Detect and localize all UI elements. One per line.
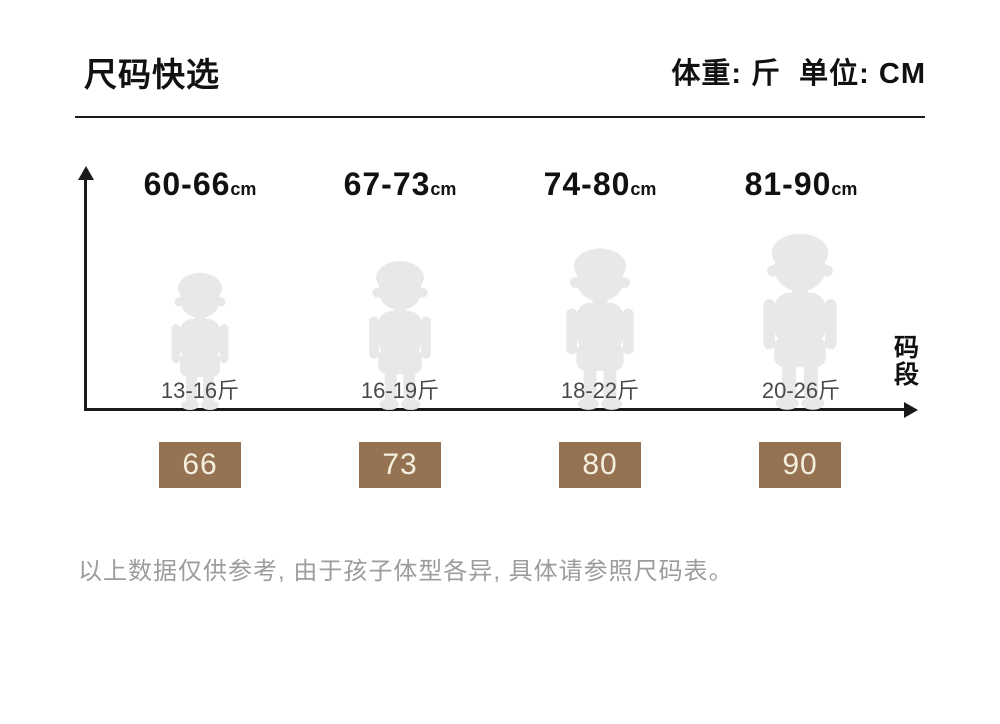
footnote: 以上数据仅供参考, 由于孩子体型各异, 具体请参照尺码表。 (78, 558, 734, 585)
height-range-value: 60-66 (143, 166, 231, 202)
height-range-label: 60-66cm (80, 166, 320, 203)
header-divider (75, 116, 925, 118)
height-unit: cm (230, 179, 257, 199)
size-option-80[interactable]: 80 (559, 442, 641, 488)
x-axis-label: 码段 (890, 334, 919, 388)
height-range-value: 67-73 (343, 166, 431, 202)
weight-range-label: 20-26斤 (761, 378, 841, 403)
height-unit: cm (630, 179, 657, 199)
size-option-73[interactable]: 73 (359, 442, 441, 488)
weight-range-label: 16-19斤 (360, 378, 440, 403)
height-range-value: 74-80 (543, 166, 631, 202)
y-axis-arrow-icon (78, 166, 94, 180)
weight-range-label: 18-22斤 (560, 378, 640, 403)
height-range-value: 81-90 (744, 166, 832, 202)
weight-range-label: 13-16斤 (160, 378, 240, 403)
height-range-label: 81-90cm (681, 166, 921, 203)
x-axis-line (84, 408, 906, 411)
height-range-label: 67-73cm (280, 166, 520, 203)
size-option-90[interactable]: 90 (759, 442, 841, 488)
size-option-66[interactable]: 66 (159, 442, 241, 488)
height-range-label: 74-80cm (480, 166, 720, 203)
height-unit: cm (430, 179, 457, 199)
x-axis-arrow-icon (904, 402, 918, 418)
page-title: 尺码快选 (84, 56, 220, 93)
height-unit: cm (831, 179, 858, 199)
y-axis-line (84, 180, 87, 410)
unit-info: 体重: 斤 单位: CM (671, 58, 926, 90)
